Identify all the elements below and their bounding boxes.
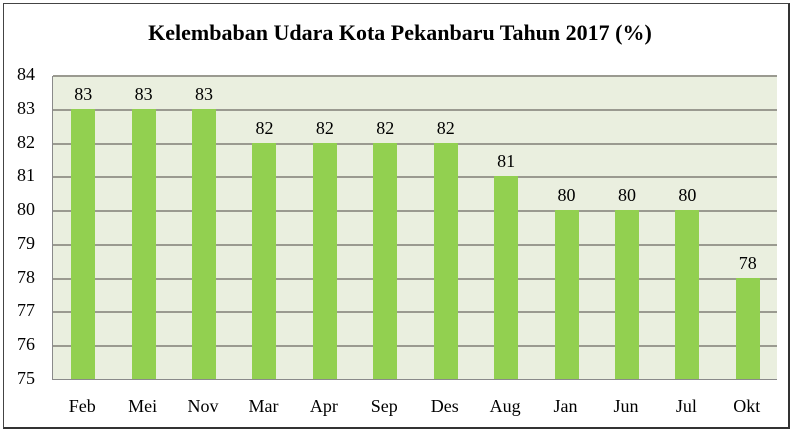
y-tick-label: 75 bbox=[17, 368, 35, 388]
bar bbox=[675, 210, 700, 379]
gridline bbox=[53, 210, 777, 213]
x-tick-label: Nov bbox=[187, 396, 219, 416]
x-tick-label: Jun bbox=[613, 396, 639, 416]
bar bbox=[735, 277, 760, 379]
y-tick-label: 81 bbox=[17, 165, 35, 186]
data-label: 80 bbox=[557, 185, 576, 206]
data-label: 78 bbox=[738, 252, 757, 273]
x-tick-label: Okt bbox=[733, 396, 761, 416]
bar bbox=[373, 142, 398, 379]
x-tick-label: Feb bbox=[68, 396, 96, 416]
x-tick-label: Mei bbox=[128, 396, 158, 416]
y-tick-label: 83 bbox=[17, 97, 35, 118]
gridline bbox=[53, 277, 777, 280]
bar bbox=[252, 142, 277, 379]
data-label: 82 bbox=[315, 117, 334, 138]
gridline bbox=[53, 176, 777, 179]
x-tick-label: Des bbox=[430, 396, 459, 416]
x-tick-label: Mar bbox=[248, 396, 279, 416]
x-tick-label: Jul bbox=[675, 396, 697, 416]
gridline bbox=[53, 108, 777, 111]
data-label: 82 bbox=[436, 117, 455, 138]
gridline bbox=[53, 243, 777, 246]
bar bbox=[494, 176, 519, 379]
y-tick-label: 84 bbox=[17, 64, 35, 84]
plot-area: 83 83 83 82 82 82 82 81 80 80 80 78 bbox=[52, 75, 777, 380]
gridline bbox=[53, 142, 777, 145]
y-tick-label: 80 bbox=[17, 199, 35, 220]
x-tick-label: Sep bbox=[370, 396, 398, 416]
data-label: 81 bbox=[497, 151, 516, 172]
y-tick-label: 82 bbox=[17, 131, 35, 152]
y-tick-label: 78 bbox=[17, 266, 35, 287]
chart-title: Kelembaban Udara Kota Pekanbaru Tahun 20… bbox=[148, 20, 652, 45]
bar bbox=[312, 142, 337, 379]
data-label: 83 bbox=[74, 83, 93, 104]
gridline bbox=[53, 311, 777, 314]
data-label: 82 bbox=[255, 117, 274, 138]
y-tick-label: 79 bbox=[17, 232, 35, 253]
bar bbox=[614, 210, 639, 379]
data-label: 80 bbox=[678, 185, 697, 206]
data-label: 82 bbox=[376, 117, 395, 138]
bar bbox=[131, 108, 156, 379]
gridline bbox=[53, 75, 777, 77]
gridline bbox=[53, 345, 777, 348]
x-tick-label: Apr bbox=[309, 396, 338, 416]
bar bbox=[554, 210, 579, 379]
bar bbox=[71, 108, 96, 379]
data-label: 80 bbox=[617, 185, 636, 206]
data-label: 83 bbox=[134, 83, 153, 104]
y-tick-label: 76 bbox=[17, 334, 35, 355]
x-tick-label: Jan bbox=[553, 396, 578, 416]
bar bbox=[192, 108, 217, 379]
data-label: 83 bbox=[195, 83, 214, 104]
y-tick-label: 77 bbox=[17, 300, 35, 321]
x-tick-label: Aug bbox=[489, 396, 521, 416]
bar bbox=[433, 142, 458, 379]
